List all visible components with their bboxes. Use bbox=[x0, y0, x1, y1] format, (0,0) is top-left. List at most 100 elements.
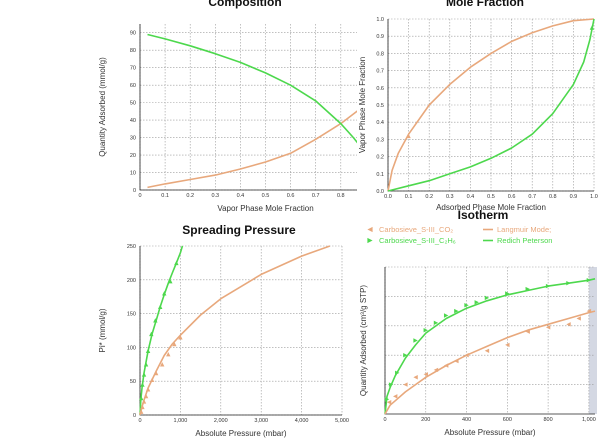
data-marker-orange bbox=[505, 342, 510, 348]
legend-label: Carbosieve_S-III_C₂H₆ bbox=[379, 236, 456, 245]
y-tick-label: 0 bbox=[133, 413, 136, 419]
y-axis-label: Vapor Phase Mole Fraction bbox=[358, 57, 367, 153]
y-tick-label: 250 bbox=[127, 244, 136, 250]
composition-svg: 0 0.1 0.2 0.3 0.4 0.5 0.6 0.7 0.8 0.9 1.0 0 10 20 30 40… bbox=[98, 0, 395, 213]
data-marker-green bbox=[403, 353, 408, 358]
chart-title: Mole Fraction bbox=[446, 0, 524, 9]
data-marker-orange bbox=[464, 353, 469, 358]
x-axis-label: Vapor Phase Mole Fraction bbox=[217, 204, 313, 213]
data-marker-orange bbox=[566, 322, 571, 327]
data-marker-orange bbox=[403, 382, 408, 387]
data-marker-green bbox=[443, 313, 449, 318]
data-marker-green bbox=[139, 395, 144, 401]
series-line-green bbox=[387, 18, 595, 192]
y-axis-label: Pi* (mmol/g) bbox=[98, 308, 107, 352]
y-tick-label: 50 bbox=[130, 101, 136, 107]
x-tick-label: 3,000 bbox=[254, 418, 268, 424]
x-tick-label: 5,000 bbox=[335, 418, 349, 424]
data-marker-orange bbox=[141, 399, 147, 404]
data-marker-green bbox=[141, 372, 147, 377]
data-marker-orange bbox=[586, 308, 592, 314]
x-tick-label: 1,000 bbox=[582, 417, 596, 423]
data-marker-green bbox=[484, 295, 490, 301]
data-marker-green bbox=[433, 320, 439, 326]
data-marker-green bbox=[145, 348, 151, 353]
series-line-orange bbox=[387, 18, 595, 192]
x-tick-label: 0.1 bbox=[161, 193, 169, 199]
y-tick-label: 0.9 bbox=[376, 34, 384, 40]
x-tick-label: 0.9 bbox=[570, 194, 578, 200]
y-tick-label: 200 bbox=[127, 278, 136, 284]
y-tick-label: 20 bbox=[130, 153, 136, 159]
x-tick-label: 0.5 bbox=[262, 193, 270, 199]
series-line-green bbox=[139, 245, 184, 416]
axes bbox=[139, 246, 342, 416]
data-marker-green bbox=[149, 331, 154, 337]
legend-symbol bbox=[367, 237, 373, 244]
y-tick-label: 10 bbox=[130, 171, 136, 177]
data-marker-green bbox=[388, 382, 394, 387]
y-tick-label: 0.3 bbox=[376, 137, 384, 143]
highlight-band bbox=[588, 267, 597, 414]
spreading-pressure-chart: 0 1,000 2,000 3,000 4,000 5,000 0 50 100 150 200 25… bbox=[92, 220, 357, 443]
grid bbox=[139, 24, 392, 191]
data-marker-green bbox=[423, 328, 428, 333]
grid bbox=[139, 245, 343, 416]
y-tick-label: 0.5 bbox=[376, 103, 384, 109]
x-tick-label: 0.6 bbox=[508, 194, 516, 200]
data-marker-orange bbox=[149, 377, 155, 383]
x-tick-label: 0 bbox=[138, 418, 141, 424]
data-marker-green bbox=[395, 370, 400, 376]
x-tick-label: 0.1 bbox=[405, 194, 413, 200]
data-marker-green bbox=[566, 280, 571, 286]
data-marker-orange bbox=[545, 325, 551, 330]
y-tick-label: 50 bbox=[130, 379, 136, 385]
x-axis-label: Absolute Pressure (mbar) bbox=[195, 429, 286, 438]
data-marker-orange bbox=[178, 335, 183, 340]
x-tick-label: 0.7 bbox=[312, 193, 320, 199]
data-marker-orange bbox=[145, 387, 151, 392]
x-tick-label: 0.8 bbox=[337, 193, 345, 199]
x-tick-label: 4,000 bbox=[295, 418, 309, 424]
data-marker-orange bbox=[139, 409, 144, 414]
mole-fraction-svg: 0.0 0.1 0.2 0.3 0.4 0.5 0.6 0.7 0.8 0.9 1.0 0.0 0.1 0… bbox=[358, 0, 598, 212]
data-marker-green bbox=[525, 286, 530, 292]
legend: Carbosieve_S-III_CO₂ Langmuir Mode; Carbos… bbox=[367, 225, 552, 245]
x-tick-label: 800 bbox=[544, 417, 553, 423]
data-marker-orange bbox=[484, 348, 490, 353]
data-marker-green bbox=[586, 278, 592, 283]
y-tick-label: 40 bbox=[130, 118, 136, 124]
mole-fraction-chart: 0.0 0.1 0.2 0.3 0.4 0.5 0.6 0.7 0.8 0.9 1.0 0.0 0.1 0… bbox=[357, 0, 600, 218]
series-line-green bbox=[147, 33, 392, 188]
data-marker-green bbox=[474, 300, 479, 305]
data-marker-orange bbox=[172, 341, 177, 347]
x-tick-label: 0.7 bbox=[528, 194, 536, 200]
y-tick-label: 150 bbox=[127, 312, 136, 318]
spreading-pressure-svg: 0 1,000 2,000 3,000 4,000 5,000 0 50 100 150 200 25… bbox=[98, 223, 349, 438]
y-axis-label: Quantity Adsorbed (cm³/g STP) bbox=[359, 285, 368, 396]
data-marker-green bbox=[174, 260, 179, 266]
y-tick-label: 0.4 bbox=[376, 120, 384, 126]
data-marker-green bbox=[140, 382, 145, 387]
y-tick-label: 0.2 bbox=[376, 155, 384, 161]
x-tick-label: 400 bbox=[462, 417, 471, 423]
x-tick-label: 0.6 bbox=[287, 193, 295, 199]
x-tick-label: 0.3 bbox=[446, 194, 454, 200]
data-marker-orange bbox=[166, 351, 171, 357]
x-tick-label: 0.5 bbox=[487, 194, 495, 200]
chart-title: Spreading Pressure bbox=[182, 223, 296, 237]
data-marker-green bbox=[464, 303, 469, 308]
y-axis-label: Quantity Adsorbed (mmol/g) bbox=[98, 57, 107, 157]
y-tick-label: 0.8 bbox=[376, 51, 384, 57]
x-tick-label: 0.2 bbox=[425, 194, 433, 200]
chart-title: Composition bbox=[208, 0, 281, 9]
legend-symbol bbox=[367, 226, 373, 233]
axes bbox=[139, 24, 391, 191]
grid bbox=[387, 18, 595, 192]
y-tick-label: 0.7 bbox=[376, 69, 384, 75]
y-tick-label: 0.0 bbox=[376, 189, 384, 195]
isotherm-chart: 0 200 400 600 800 1,000 Isotherm Absolute Press… bbox=[357, 205, 600, 443]
data-marker-orange bbox=[406, 133, 411, 139]
data-marker-orange bbox=[386, 400, 392, 405]
data-marker-green bbox=[384, 397, 390, 402]
